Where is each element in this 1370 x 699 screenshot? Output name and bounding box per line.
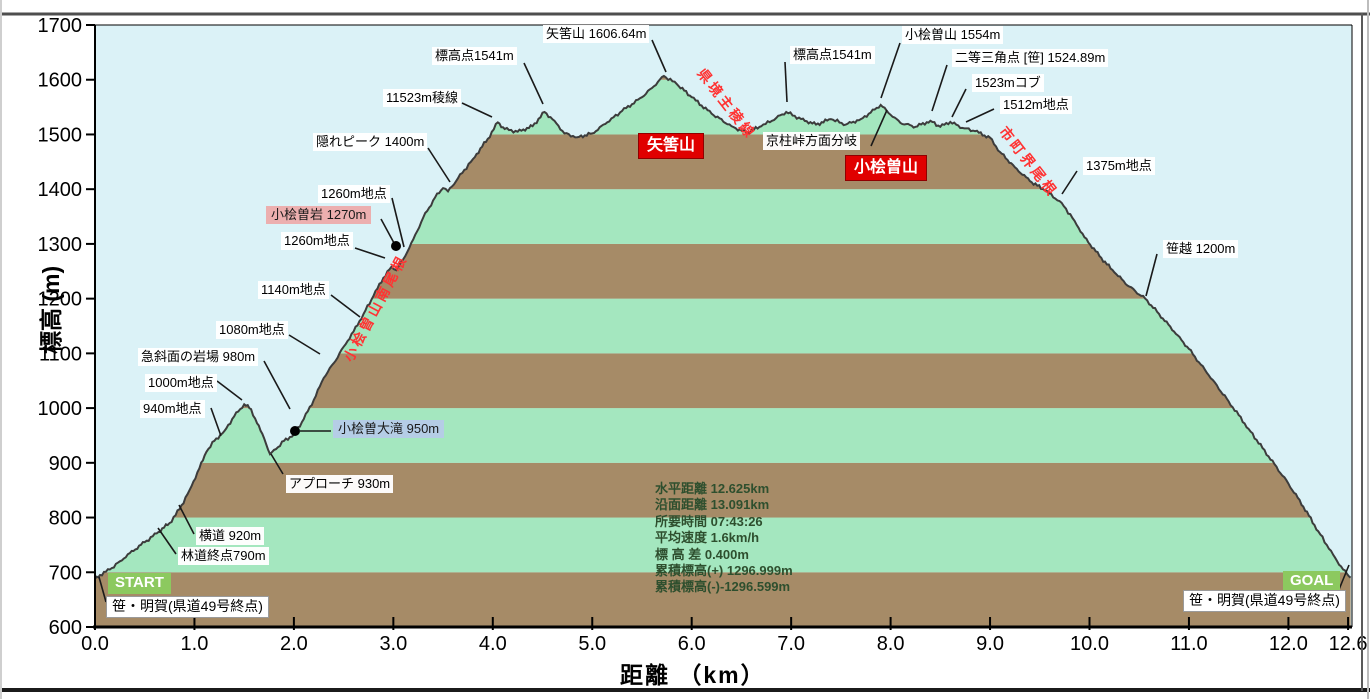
leader-line bbox=[98, 576, 107, 603]
elevation-profile-line bbox=[94, 74, 1352, 580]
leader-line bbox=[157, 527, 177, 555]
x-tick-label: 8.0 bbox=[877, 633, 905, 655]
x-tick-label: 12.6 bbox=[1329, 633, 1368, 655]
y-tick-label: 1500 bbox=[38, 124, 83, 146]
x-tick-label: 1.0 bbox=[181, 633, 209, 655]
leader-line bbox=[391, 197, 405, 248]
y-tick-label: 1700 bbox=[38, 15, 83, 37]
y-tick-label: 1000 bbox=[38, 398, 83, 420]
leader-line bbox=[427, 147, 451, 183]
leader-line bbox=[330, 294, 361, 318]
leader-line bbox=[784, 61, 788, 103]
x-tick-label: 5.0 bbox=[578, 633, 606, 655]
point-marker bbox=[290, 426, 300, 436]
leader-line bbox=[870, 109, 888, 147]
x-tick-label: 6.0 bbox=[678, 633, 706, 655]
x-tick-label: 12.0 bbox=[1269, 633, 1308, 655]
y-tick-label: 700 bbox=[49, 562, 82, 584]
elevation-band-600 bbox=[95, 572, 1351, 627]
leader-line bbox=[1061, 170, 1078, 195]
leader-line bbox=[931, 64, 948, 112]
leader-line bbox=[288, 334, 321, 355]
leader-line bbox=[354, 247, 386, 259]
leader-line bbox=[263, 360, 291, 410]
leader-line bbox=[951, 88, 967, 118]
leader-line bbox=[270, 453, 284, 475]
y-tick-label: 1200 bbox=[38, 289, 83, 311]
leader-line bbox=[380, 218, 395, 244]
x-tick-label: 4.0 bbox=[479, 633, 507, 655]
x-tick-label: 2.0 bbox=[280, 633, 308, 655]
elevation-band-700 bbox=[95, 517, 1351, 573]
leader-line bbox=[523, 62, 544, 105]
y-tick-label: 1600 bbox=[38, 70, 83, 92]
y-tick-label: 800 bbox=[49, 508, 82, 530]
x-tick-label: 10.0 bbox=[1070, 633, 1109, 655]
y-tick-label: 600 bbox=[49, 617, 82, 639]
leader-line bbox=[965, 108, 995, 123]
leader-line bbox=[178, 504, 195, 535]
leader-line bbox=[461, 102, 493, 118]
elevation-band-800 bbox=[95, 462, 1351, 518]
leader-line bbox=[216, 380, 243, 401]
leader-line bbox=[1145, 253, 1158, 297]
leader-line bbox=[880, 42, 901, 99]
y-tick-label: 1400 bbox=[38, 179, 83, 201]
leader-line bbox=[210, 407, 222, 437]
y-tick-label: 1100 bbox=[39, 343, 82, 365]
leader-line bbox=[651, 39, 667, 73]
x-tick-label: 3.0 bbox=[379, 633, 407, 655]
x-tick-label: 0.0 bbox=[81, 633, 109, 655]
x-tick-label: 11.0 bbox=[1170, 633, 1207, 655]
x-tick-label: 7.0 bbox=[777, 633, 805, 655]
y-tick-label: 1300 bbox=[38, 234, 83, 256]
y-tick-label: 900 bbox=[49, 453, 82, 475]
x-tick-label: 9.0 bbox=[976, 633, 1004, 655]
point-marker bbox=[391, 241, 401, 251]
